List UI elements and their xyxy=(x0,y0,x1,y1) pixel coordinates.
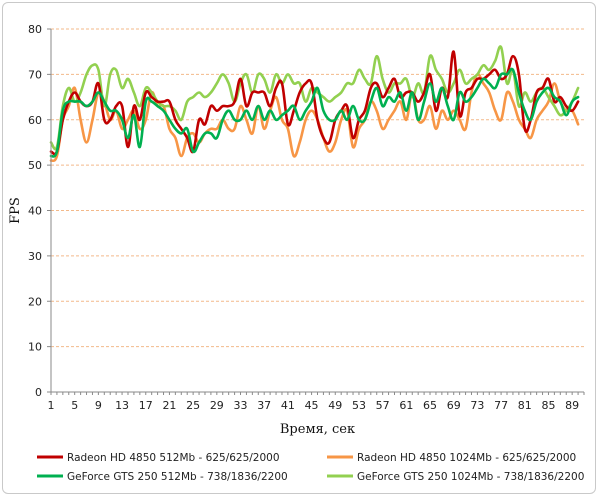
y-tick-label: 70 xyxy=(28,68,42,81)
x-tick-label: 61 xyxy=(399,399,413,412)
legend-label: Radeon HD 4850 1024Mb - 625/625/2000 xyxy=(357,452,576,464)
x-tick-label: 17 xyxy=(139,399,153,412)
x-tick-label: 57 xyxy=(376,399,390,412)
x-tick-labels: 1 5 9 13 17 21 25 29 33 37 41 45 49 53 57 61 65 69 73 77 81 8… xyxy=(48,399,580,412)
legend-label: Radeon HD 4850 512Mb - 625/625/2000 xyxy=(67,452,280,464)
legend-label: GeForce GTS 250 1024Mb - 738/1836/2200 xyxy=(357,471,584,483)
x-tick-label: 65 xyxy=(423,399,437,412)
x-tick-label: 77 xyxy=(494,399,508,412)
series-line-0 xyxy=(49,50,580,156)
x-tick-label: 69 xyxy=(447,399,461,412)
series-lines xyxy=(49,45,580,163)
x-tick-label: 13 xyxy=(115,399,129,412)
x-tick-label: 41 xyxy=(281,399,295,412)
series-line-1 xyxy=(49,72,580,163)
x-tick-label: 45 xyxy=(305,399,319,412)
series-line-2 xyxy=(49,67,580,158)
legend-label: GeForce GTS 250 512Mb - 738/1836/2200 xyxy=(67,471,288,483)
x-tick-label: 29 xyxy=(210,399,224,412)
x-tick-label: 53 xyxy=(352,399,366,412)
x-tick-label: 37 xyxy=(257,399,271,412)
y-tick-label: 30 xyxy=(28,250,42,263)
x-tick-label: 33 xyxy=(234,399,248,412)
x-tick-label: 1 xyxy=(48,399,55,412)
x-tick-label: 85 xyxy=(541,399,555,412)
y-tick-labels: 0 10 20 30 40 50 60 70 80 xyxy=(28,23,42,399)
x-tick-label: 49 xyxy=(328,399,342,412)
y-tick-label: 10 xyxy=(28,341,42,354)
axes xyxy=(47,28,585,395)
legend: Radeon HD 4850 512Mb - 625/625/2000 Radeo… xyxy=(37,452,584,483)
x-axis-title: Время, сек xyxy=(280,422,355,437)
x-tick-label: 9 xyxy=(95,399,102,412)
y-tick-label: 40 xyxy=(28,205,42,218)
y-tick-label: 80 xyxy=(28,23,42,36)
x-tick-label: 81 xyxy=(518,399,532,412)
x-tick-label: 21 xyxy=(162,399,176,412)
x-tick-label: 5 xyxy=(71,399,78,412)
y-axis-title: FPS xyxy=(8,197,23,224)
x-tick-label: 89 xyxy=(565,399,579,412)
x-tick-label: 25 xyxy=(186,399,200,412)
x-tick-label: 73 xyxy=(470,399,484,412)
y-tick-label: 60 xyxy=(28,114,42,127)
y-tick-label: 50 xyxy=(28,159,42,172)
y-tick-label: 20 xyxy=(28,295,42,308)
y-tick-label: 0 xyxy=(35,386,42,399)
